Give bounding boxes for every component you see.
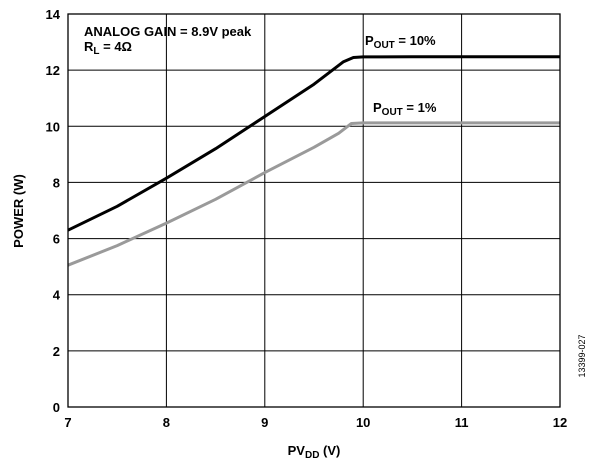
x-tick-label: 7 [64, 415, 71, 430]
figure-id: 13399-027 [577, 334, 587, 377]
x-axis-title-sub: DD [305, 450, 319, 461]
series-label-pout-1-suffix: = 1% [403, 100, 437, 115]
annotation-gain: ANALOG GAIN = 8.9V peak [84, 24, 252, 39]
series-label-pout-1: POUT = 1% [373, 100, 437, 118]
series-label-pout-10: POUT = 10% [365, 33, 436, 51]
y-tick-label: 6 [53, 232, 60, 247]
series-line-pout-10 [67, 55, 560, 232]
x-tick-label: 12 [553, 415, 567, 430]
x-tick-label: 8 [163, 415, 170, 430]
series-label-pout-10-main: P [365, 33, 374, 48]
x-tick-label: 10 [356, 415, 370, 430]
series-group [67, 55, 560, 267]
y-tick-label: 2 [53, 344, 60, 359]
y-tick-label: 12 [46, 63, 60, 78]
y-tick-labels: 0 2 4 6 8 10 12 14 [46, 7, 61, 415]
x-tick-label: 11 [455, 415, 469, 430]
x-axis-title: PVDD (V) [288, 443, 341, 461]
series-label-pout-1-main: P [373, 100, 382, 115]
series-label-pout-1-sub: OUT [382, 107, 403, 118]
plot-frame [67, 13, 561, 408]
y-tick-label: 8 [53, 175, 60, 190]
y-tick-label: 4 [53, 288, 61, 303]
series-line-pout-1 [67, 121, 560, 267]
y-tick-label: 10 [46, 119, 60, 134]
annotation-load-suffix: = 4Ω [100, 39, 132, 54]
annotation-load: RL = 4Ω [84, 39, 132, 57]
grid [68, 14, 560, 407]
x-tick-labels: 7 8 9 10 11 12 [64, 415, 567, 430]
annotation-load-main: R [84, 39, 94, 54]
y-axis-title: POWER (W) [11, 174, 26, 248]
y-tick-label: 14 [46, 7, 61, 22]
x-axis-title-main: PV [288, 443, 306, 458]
x-tick-label: 9 [261, 415, 268, 430]
y-tick-label: 0 [53, 400, 60, 415]
x-axis-title-suffix: (V) [319, 443, 340, 458]
annotation-load-sub: L [93, 46, 99, 57]
series-label-pout-10-suffix: = 10% [395, 33, 436, 48]
series-label-pout-10-sub: OUT [374, 40, 395, 51]
